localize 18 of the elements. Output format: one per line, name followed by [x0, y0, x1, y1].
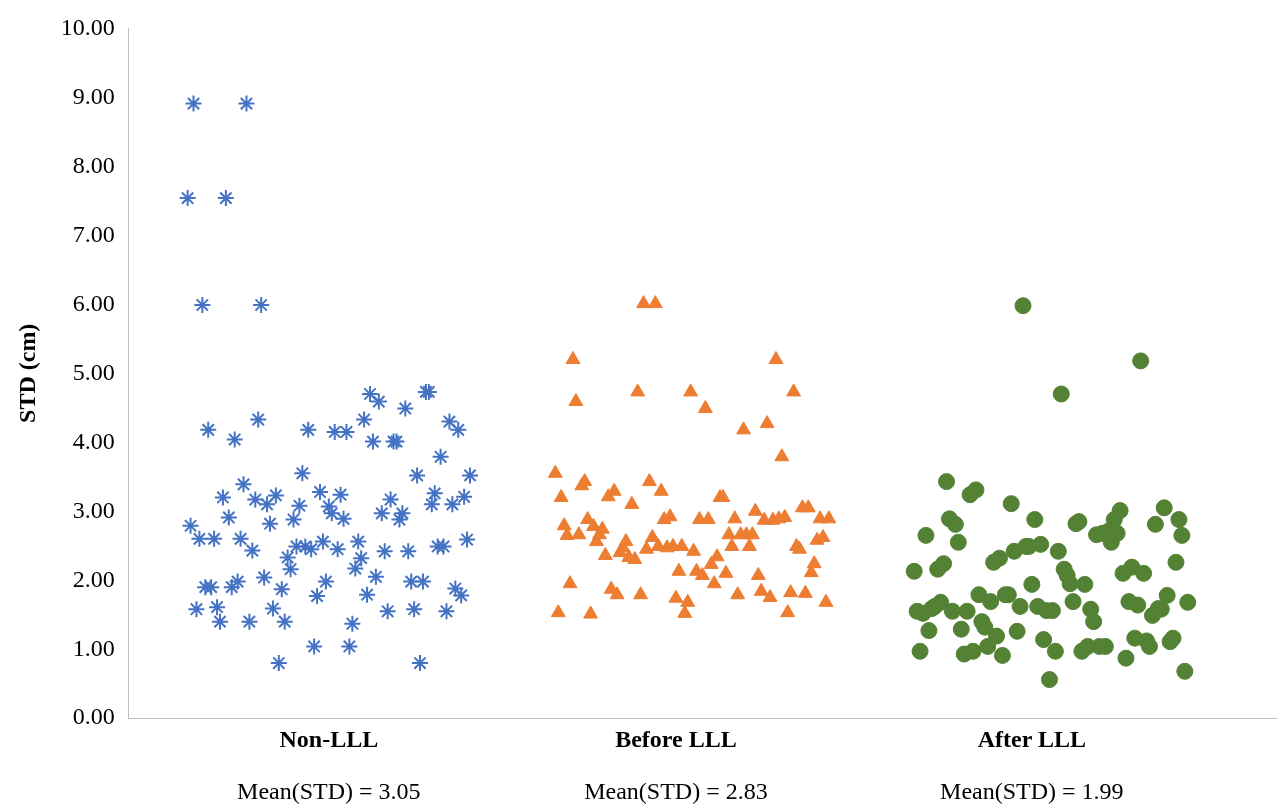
y-tick-label: 0.00 — [72, 703, 115, 730]
y-tick-label: 2.00 — [72, 565, 115, 592]
y-tick-label: 8.00 — [72, 151, 115, 178]
y-tick-label: 9.00 — [72, 82, 115, 109]
y-tick-label: 10.00 — [60, 13, 115, 40]
y-tick-label: 6.00 — [72, 289, 115, 316]
x-tick-label: After LLL — [977, 725, 1086, 752]
y-tick-label: 3.00 — [72, 496, 115, 523]
text: Mean(STD) = 1.99 — [940, 778, 1124, 805]
y-tick-label: 1.00 — [72, 634, 115, 661]
text: Mean(STD) = 2.83 — [584, 778, 768, 805]
y-tick-label: 7.00 — [72, 220, 115, 247]
x-tick-label: Before LLL — [615, 725, 737, 752]
y-tick-label: 5.00 — [72, 358, 115, 385]
x-tick-label: Non-LLL — [279, 725, 379, 752]
text: Mean(STD) = 3.05 — [237, 778, 421, 805]
y-axis-title: STD (cm) — [13, 323, 40, 423]
y-tick-label: 4.00 — [72, 427, 115, 454]
